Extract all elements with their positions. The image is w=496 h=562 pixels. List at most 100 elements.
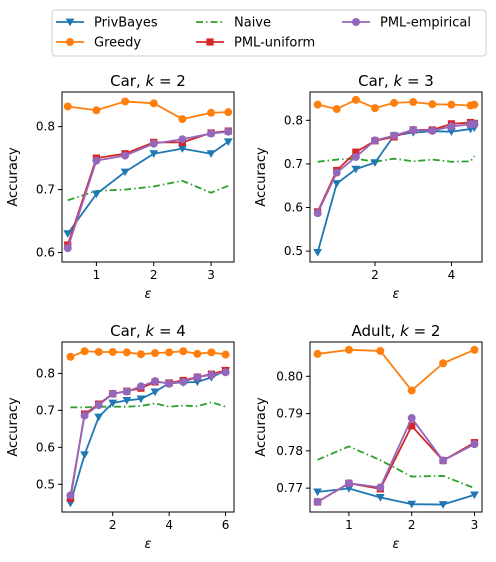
y-axis-label: Accuracy [6,147,21,207]
data-point [428,126,437,135]
chart-title: Car, k = 4 [110,322,186,340]
x-tick-label: 6 [222,518,230,532]
data-point [178,115,187,124]
x-axis-label: ε [144,537,151,552]
x-axis-label: ε [392,537,399,552]
series-line [317,487,475,506]
legend-box [51,9,487,57]
legend-item: PML-empirical [342,16,471,31]
data-point [470,119,479,128]
data-point [447,128,456,136]
chart-title: Adult, k = 2 [352,322,441,340]
data-point [80,451,89,459]
data-point [375,494,385,502]
legend-label: Greedy [94,36,141,51]
chart-title-text: = 3 [402,72,434,90]
x-tick-label: 2 [371,268,379,282]
data-point [332,168,341,177]
data-point [447,100,456,109]
data-point [313,249,323,257]
data-point [428,100,437,109]
data-point [121,97,130,106]
data-point [351,165,361,174]
data-point [92,190,101,199]
data-point [207,348,216,357]
data-point [136,350,145,359]
data-point [193,373,202,382]
data-point [313,497,322,506]
data-point [94,347,103,356]
chart-title-var: k [146,72,156,90]
data-point [136,382,145,391]
data-point [313,100,322,109]
chart-title-text: Car, [358,72,393,90]
data-point [207,370,216,379]
data-point [332,180,342,188]
data-point [313,209,322,218]
y-tick-label: 0.8 [36,366,55,380]
data-point [470,491,479,500]
data-point [63,102,72,111]
y-tick-label: 0.8 [284,113,303,127]
y-axis-label: Accuracy [254,397,269,457]
data-point [108,399,118,408]
data-point [80,411,89,420]
chart-title-text: Car, [110,322,145,340]
data-point [352,148,360,156]
data-point [370,159,380,167]
data-point [193,349,202,358]
legend-marker [206,38,214,46]
data-point [122,387,131,396]
y-tick-label: 0.7 [284,157,303,171]
series-group [313,95,479,257]
data-point [165,348,174,357]
data-point [332,105,341,113]
data-point [150,388,160,397]
y-tick-label: 0.8 [36,120,55,134]
data-point [206,150,216,158]
data-point [470,440,479,449]
data-point [165,379,174,388]
data-point [63,244,72,253]
x-tick-label: 2 [150,268,158,282]
y-tick-label: 0.6 [284,201,303,215]
y-tick-label: 0.5 [284,244,303,258]
y-axis-label: Accuracy [254,147,269,207]
chart-title-text: Adult, [352,322,401,340]
legend-item: PrivBayes [56,16,158,31]
data-point [66,491,75,500]
series-group [66,347,230,508]
data-point [313,488,322,497]
data-point [151,349,160,358]
data-point [344,485,354,493]
data-point [470,100,479,109]
y-tick-label: 0.5 [36,477,55,491]
plot-area [62,92,234,262]
chart-title-text: = 2 [154,72,186,90]
data-point [438,501,448,509]
data-point [376,346,385,355]
data-point [408,422,416,430]
data-point [122,396,132,405]
series-line [317,98,475,110]
legend-item: Naive [196,16,271,31]
data-point [409,125,418,134]
chart-panel: Car, k = 2 1 2 3 0.6 0.7 0.8 ε Accuracy [6,72,235,302]
x-tick-label: 3 [471,518,479,532]
data-point [370,136,379,145]
data-point [344,479,353,488]
y-tick-label: 0.77 [276,481,303,495]
chart-title-var: k [400,322,410,340]
data-point [409,98,418,107]
legend-label: PML-uniform [234,36,315,51]
plot-frame [309,341,483,513]
y-tick-label: 0.6 [36,440,55,454]
data-point [344,345,353,354]
data-point [313,349,322,358]
x-tick-label: 2 [408,518,416,532]
data-point [179,377,188,386]
data-point [108,347,117,356]
y-axis-label: Accuracy [6,397,21,457]
chart-title-text: = 4 [154,322,186,340]
data-point [178,135,187,144]
